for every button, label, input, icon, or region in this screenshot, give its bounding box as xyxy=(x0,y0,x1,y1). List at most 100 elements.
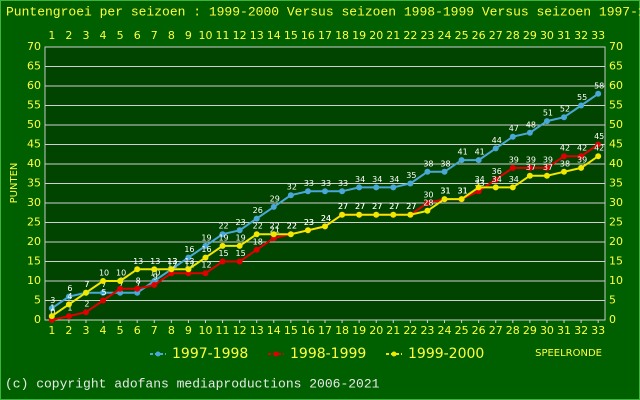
x-tick-label-top: 26 xyxy=(472,29,486,42)
data-label: 55 xyxy=(577,93,587,102)
point xyxy=(253,246,260,253)
y-tick-label: 55 xyxy=(27,99,41,112)
legend-marker xyxy=(155,351,161,357)
x-tick-label-top: 6 xyxy=(134,29,141,42)
x-tick-label: 14 xyxy=(267,324,281,337)
y-axis-label: PUNTEN xyxy=(9,163,20,204)
point xyxy=(424,168,431,175)
data-label: 13 xyxy=(184,257,194,266)
data-label: 27 xyxy=(406,202,416,211)
point xyxy=(578,164,585,171)
data-label: 35 xyxy=(406,171,416,180)
point xyxy=(339,211,346,218)
x-tick-label-top: 13 xyxy=(250,29,264,42)
point xyxy=(492,176,499,183)
point xyxy=(595,153,602,160)
x-tick-label: 18 xyxy=(335,324,349,337)
x-tick-label-top: 12 xyxy=(233,29,247,42)
data-label: 44 xyxy=(492,136,502,145)
x-tick-label: 29 xyxy=(523,324,537,337)
point xyxy=(304,227,311,234)
y-tick-label: 60 xyxy=(27,79,41,92)
y-tick-label-right: 55 xyxy=(609,99,623,112)
point xyxy=(407,180,414,187)
data-label: 27 xyxy=(389,202,399,211)
y-tick-label: 10 xyxy=(27,274,41,287)
data-label: 39 xyxy=(509,155,519,164)
data-label: 27 xyxy=(389,202,399,211)
x-tick-label: 15 xyxy=(284,324,298,337)
x-tick-label: 27 xyxy=(489,324,503,337)
point xyxy=(287,192,294,199)
data-label: 10 xyxy=(150,269,160,278)
data-label: 39 xyxy=(577,155,587,164)
data-label: 51 xyxy=(543,109,553,118)
point xyxy=(407,211,414,218)
point xyxy=(390,211,397,218)
data-label: 33 xyxy=(304,179,314,188)
point xyxy=(595,90,602,97)
data-label: 39 xyxy=(526,155,536,164)
x-tick-label-top: 5 xyxy=(117,29,124,42)
data-label: 34 xyxy=(492,175,502,184)
point xyxy=(424,207,431,214)
point xyxy=(356,184,363,191)
data-label: 36 xyxy=(492,167,502,176)
data-label: 18 xyxy=(253,237,263,246)
point xyxy=(151,266,158,273)
x-tick-label-top: 17 xyxy=(318,29,332,42)
data-label: 16 xyxy=(201,245,211,254)
point xyxy=(117,285,124,292)
data-label: 6 xyxy=(67,284,72,293)
x-tick-label-top: 33 xyxy=(591,29,605,42)
data-label: 32 xyxy=(287,183,297,192)
data-label: 7 xyxy=(119,280,124,289)
data-label: 22 xyxy=(253,222,263,231)
data-label: 34 xyxy=(355,175,365,184)
point xyxy=(578,153,585,160)
data-label: 19 xyxy=(201,233,211,242)
x-tick-label-top: 10 xyxy=(198,29,212,42)
x-tick-label: 6 xyxy=(134,324,141,337)
y-tick-label: 45 xyxy=(27,138,41,151)
x-tick-label: 12 xyxy=(233,324,247,337)
point xyxy=(441,168,448,175)
x-tick-label-top: 23 xyxy=(420,29,434,42)
point xyxy=(100,278,107,284)
data-label: 15 xyxy=(218,249,228,258)
point xyxy=(526,172,533,179)
x-tick-label: 5 xyxy=(117,324,124,337)
point xyxy=(100,297,107,304)
x-tick-label-top: 19 xyxy=(352,29,366,42)
data-label: 42 xyxy=(594,144,604,153)
data-label: 37 xyxy=(543,163,553,172)
x-tick-label: 22 xyxy=(403,324,417,337)
data-label: 7 xyxy=(84,280,89,289)
data-label: 34 xyxy=(509,175,519,184)
data-label: 13 xyxy=(150,257,160,266)
x-tick-label: 20 xyxy=(369,324,383,337)
data-label: 58 xyxy=(594,81,604,90)
data-label: 34 xyxy=(475,175,485,184)
x-tick-label: 17 xyxy=(318,324,332,337)
x-tick-label-top: 18 xyxy=(335,29,349,42)
x-tick-label-top: 1 xyxy=(48,29,55,42)
x-tick-label: 1 xyxy=(48,324,55,337)
point xyxy=(509,133,516,140)
x-tick-label-top: 32 xyxy=(574,29,588,42)
data-label: 24 xyxy=(321,214,331,223)
point xyxy=(202,270,209,277)
data-label: 38 xyxy=(423,159,433,168)
y-tick-label-right: 60 xyxy=(609,79,623,92)
data-label: 13 xyxy=(133,257,143,266)
point xyxy=(526,164,533,171)
point xyxy=(82,289,89,296)
data-label: 12 xyxy=(184,261,194,270)
data-label: 12 xyxy=(201,261,211,270)
point xyxy=(543,118,550,125)
x-tick-label-top: 4 xyxy=(100,29,107,42)
data-label: 8 xyxy=(136,276,141,285)
data-label: 22 xyxy=(270,222,280,231)
legend-marker xyxy=(273,351,279,357)
data-label: 27 xyxy=(338,202,348,211)
